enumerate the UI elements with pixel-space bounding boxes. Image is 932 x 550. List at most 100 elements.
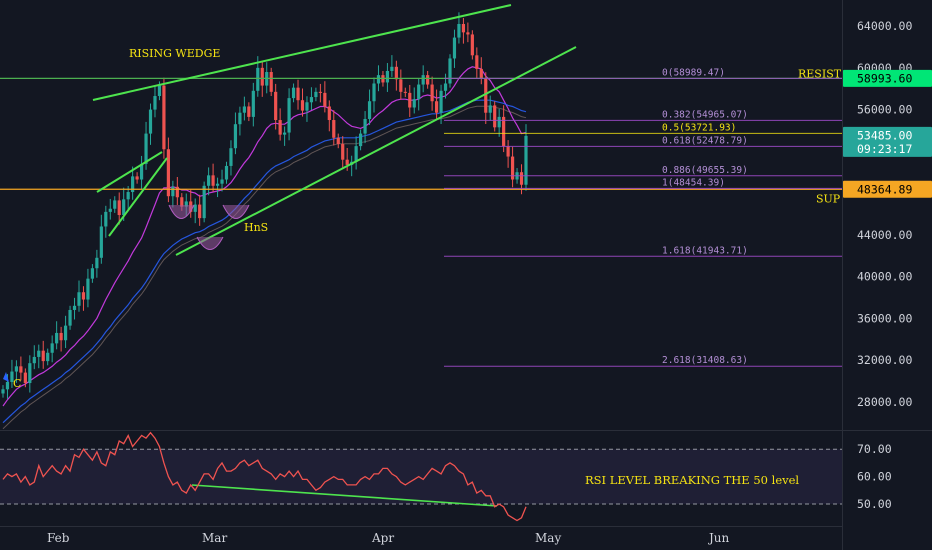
candle[interactable] [233,124,238,149]
candle[interactable] [184,201,188,207]
candles[interactable] [1,12,528,399]
candle[interactable] [323,92,327,107]
candle[interactable] [385,70,390,83]
candle[interactable] [122,199,126,215]
candle[interactable] [300,100,305,111]
candle[interactable] [193,204,197,212]
candle[interactable] [461,24,466,33]
candle[interactable] [19,366,23,373]
candle[interactable] [113,200,117,209]
candle[interactable] [126,192,130,200]
flag-line-1[interactable] [96,151,163,193]
candle[interactable] [305,102,309,111]
candle[interactable] [269,72,273,92]
candle[interactable] [278,120,282,135]
candle[interactable] [77,292,81,306]
candle[interactable] [327,106,331,121]
candle[interactable] [157,85,162,97]
candle[interactable] [238,112,242,125]
candle[interactable] [46,352,50,362]
candle[interactable] [166,149,170,197]
candle[interactable] [220,179,224,184]
candle[interactable] [367,101,372,119]
candle[interactable] [354,146,358,162]
candle[interactable] [256,67,260,91]
candle[interactable] [162,85,166,150]
candle[interactable] [408,92,412,108]
candle[interactable] [108,208,112,212]
candle[interactable] [247,106,251,117]
candle[interactable] [41,350,45,362]
candle[interactable] [202,185,206,219]
candle[interactable] [211,175,215,186]
candle[interactable] [318,91,322,93]
candle[interactable] [287,98,291,133]
candle[interactable] [68,309,72,326]
candle[interactable] [448,58,452,84]
candle[interactable] [470,34,474,56]
candle[interactable] [63,325,68,341]
candle[interactable] [81,292,86,300]
candle[interactable] [86,278,90,300]
candle[interactable] [497,116,501,128]
candle[interactable] [215,183,220,186]
candle[interactable] [524,135,528,185]
candle[interactable] [484,78,488,113]
candle[interactable] [372,83,376,102]
candle[interactable] [510,156,515,180]
candle[interactable] [135,176,139,180]
candle[interactable] [148,109,153,134]
candle[interactable] [139,163,144,180]
candle[interactable] [180,197,184,207]
candle[interactable] [341,144,345,160]
candle[interactable] [390,66,394,71]
candle[interactable] [283,132,287,135]
candle[interactable] [421,75,425,85]
candle[interactable] [260,67,264,86]
candle[interactable] [207,175,211,186]
candle[interactable] [153,96,157,110]
fibonacci-retracement[interactable]: 0(58989.47) 0.382(54965.07) 0.5(53721.93) 0… [444,67,842,367]
candle[interactable] [175,186,179,198]
candle[interactable] [28,363,32,384]
candle[interactable] [251,90,255,117]
candle[interactable] [457,24,461,38]
flag-line-2[interactable] [108,157,168,237]
candle[interactable] [475,55,479,69]
candle[interactable] [399,79,403,92]
candle[interactable] [359,133,363,147]
wedge-lower-line[interactable] [175,46,577,256]
candle[interactable] [309,97,314,103]
candle[interactable] [502,116,506,147]
candle[interactable] [229,148,233,166]
candle[interactable] [23,372,27,384]
candle[interactable] [434,101,439,113]
candle[interactable] [242,106,246,113]
candle[interactable] [50,343,54,353]
candle[interactable] [95,257,99,269]
candle[interactable] [291,87,296,99]
candle[interactable] [443,83,448,91]
candle[interactable] [274,91,278,121]
candle[interactable] [314,91,318,98]
candle[interactable] [488,105,492,113]
rsi-divergence-line[interactable] [191,484,498,507]
candle[interactable] [10,371,14,382]
candle[interactable] [345,159,349,165]
candle[interactable] [131,176,135,193]
wedge-upper-line[interactable] [92,4,512,101]
candle[interactable] [1,389,5,394]
candle[interactable] [452,37,457,59]
candle[interactable] [198,204,202,219]
candle[interactable] [426,75,430,85]
candle[interactable] [37,350,41,357]
candle[interactable] [5,381,10,390]
candle[interactable] [104,211,108,227]
candle[interactable] [332,120,336,138]
candle[interactable] [417,84,421,100]
candle[interactable] [72,305,77,310]
candle[interactable] [430,84,434,102]
candle[interactable] [439,90,443,113]
candle[interactable] [59,332,63,341]
candle[interactable] [376,75,381,84]
